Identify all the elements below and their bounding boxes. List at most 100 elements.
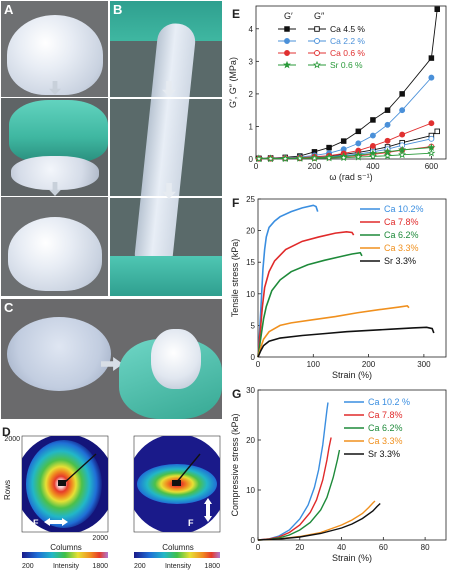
- chart-e-data-point: [434, 6, 440, 13]
- chart-g-series-line: [257, 437, 332, 541]
- chart-g-ytick-label: 0: [251, 536, 256, 545]
- chart-g-ylabel: Compressive stress (kPa): [230, 413, 240, 516]
- chart-e-xtick-label: 0: [254, 162, 259, 171]
- panel-d-ylabel: Rows: [3, 480, 12, 500]
- chart-e-data-point: [399, 131, 406, 138]
- chart-e-data-point: [254, 154, 263, 163]
- panel-label-b: B: [113, 2, 123, 17]
- chart-e-rheology: 0 200 400 600 0 1 2 3 4 ω (rad s⁻¹) G′, G″ (MPa) G′…: [228, 5, 447, 182]
- chart-f-xtick-label: 300: [417, 360, 431, 369]
- chart-g-legend-label: Ca 10.2 %: [368, 397, 410, 407]
- chart-g-legend-label: Ca 3.3%: [368, 436, 403, 446]
- chart-e-data-point: [369, 143, 376, 149]
- chart-f-ylabel: Tensile stress (kPa): [230, 239, 240, 318]
- chart-e-data-point: [428, 120, 435, 127]
- chart-e-data-point: [428, 74, 435, 81]
- chart-e-data-point: [354, 152, 363, 161]
- photo-divider: [110, 196, 222, 198]
- panel-label-f: F: [232, 196, 239, 210]
- chart-f-legend-label: Ca 6.2%: [384, 230, 419, 240]
- hydrogel-disc: [7, 317, 111, 391]
- chart-e-data-point: [399, 91, 405, 97]
- chart-f-ytick-label: 10: [246, 290, 255, 299]
- chart-e-legend-label: Ca 4.5 %: [330, 24, 365, 34]
- panel-c-photo: [1, 299, 222, 419]
- panel-a-photo-top: [1, 1, 108, 97]
- chart-g-ytick-label: 30: [246, 386, 255, 395]
- chart-g-xtick-label: 60: [379, 543, 388, 552]
- chart-f-legend-label: Ca 7.8%: [384, 217, 419, 227]
- chart-e-ylabel: G′, G″ (MPa): [228, 57, 238, 108]
- chart-e-data-point: [428, 135, 435, 142]
- chart-e-legend-marker: [314, 38, 320, 44]
- colorbar-1: [22, 552, 108, 558]
- chart-e-data-point: [384, 121, 391, 128]
- chart-f-plot-frame: [257, 198, 447, 358]
- panel-d-xmax: 2000: [92, 535, 108, 542]
- chart-e-data-point: [369, 132, 376, 139]
- chart-e-data-point: [368, 152, 377, 160]
- cbar-max-1: 1800: [92, 563, 108, 570]
- chart-g-series-line: [257, 502, 381, 541]
- chart-f-ytick-label: 0: [251, 353, 256, 362]
- chart-e-legend-label: Sr 0.6 %: [330, 60, 363, 70]
- chart-f-legend-label: Ca 3.3%: [384, 243, 419, 253]
- chart-f-legend-label: Sr 3.3%: [384, 256, 416, 266]
- double-arrow-vertical-icon: [204, 498, 212, 522]
- chart-e-data-point: [399, 107, 406, 114]
- chart-e-data-point: [326, 144, 332, 151]
- chart-f-series-line: [257, 304, 410, 358]
- panel-a-photo-middle: [1, 98, 108, 196]
- chart-g-series-line: [257, 402, 329, 541]
- force-label-1: F: [33, 518, 39, 528]
- panel-label-a: A: [4, 2, 14, 17]
- chart-f-ytick-label: 5: [251, 321, 256, 330]
- gloved-finger: [9, 100, 108, 162]
- chart-e-xtick-label: 200: [308, 162, 322, 171]
- chart-e-data-point: [383, 151, 392, 160]
- chart-g-ytick-label: 10: [246, 486, 255, 495]
- panel-label-g: G: [232, 387, 241, 401]
- chart-e-legend-marker: [313, 60, 321, 69]
- saxs-map-2: F: [133, 435, 221, 533]
- chart-g-xtick-label: 80: [421, 543, 430, 552]
- chart-e-legend-marker: [283, 60, 291, 69]
- chart-e-legend-header: G′: [284, 11, 293, 21]
- saxs-map-1: F: [21, 435, 109, 533]
- chart-e-xtick-label: 600: [425, 162, 439, 171]
- chart-g-ytick-label: 20: [246, 436, 255, 445]
- chart-e-xlabel: ω (rad s⁻¹): [329, 172, 372, 182]
- chart-f-legend-label: Ca 10.2%: [384, 204, 424, 214]
- chart-e-data-point: [428, 55, 435, 61]
- chart-e-legend-marker: [314, 26, 320, 32]
- chart-e-data-point: [434, 128, 440, 135]
- panel-a-photo-bottom: [1, 197, 108, 296]
- force-label-2: F: [188, 518, 194, 528]
- chart-g-compressive: 0 20 40 60 80 0 10 20 30 Strain (%) Compressive st…: [230, 386, 447, 563]
- chart-e-data-point: [281, 154, 290, 163]
- chart-f-tensile: 0 100 200 300 0 5 10 15 20 25 Strain (%) Tensile st…: [230, 195, 447, 380]
- chart-f-xtick-label: 100: [307, 360, 321, 369]
- chart-g-xtick-label: 40: [337, 543, 346, 552]
- chart-f-series-line: [257, 204, 319, 358]
- chart-g-plot-frame: [257, 389, 447, 541]
- double-arrow-horizontal-icon: [44, 518, 68, 526]
- chart-e-legend-marker: [284, 50, 290, 56]
- chart-g-xlabel: Strain (%): [332, 553, 372, 563]
- cbar-min-1: 200: [22, 563, 34, 570]
- cbar-min-2: 200: [134, 563, 146, 570]
- chart-e-data-point: [324, 153, 334, 162]
- chart-e-data-point: [370, 117, 376, 123]
- chart-e-data-point: [266, 154, 275, 163]
- panel-d-xlabel-1: Columns: [50, 543, 82, 552]
- panel-d-xlabel-2: Columns: [162, 543, 194, 552]
- chart-g-xtick-label: 20: [295, 543, 304, 552]
- chart-f-ytick-label: 20: [246, 227, 255, 236]
- panel-label-c: C: [4, 300, 14, 315]
- chart-f-series-line: [257, 251, 363, 358]
- chart-f-xtick-label: 200: [362, 360, 376, 369]
- chart-e-data-point: [295, 154, 304, 162]
- gloved-hand-bottom: [110, 256, 222, 296]
- chart-f-ytick-label: 15: [246, 258, 255, 267]
- colorbar-2: [134, 552, 220, 558]
